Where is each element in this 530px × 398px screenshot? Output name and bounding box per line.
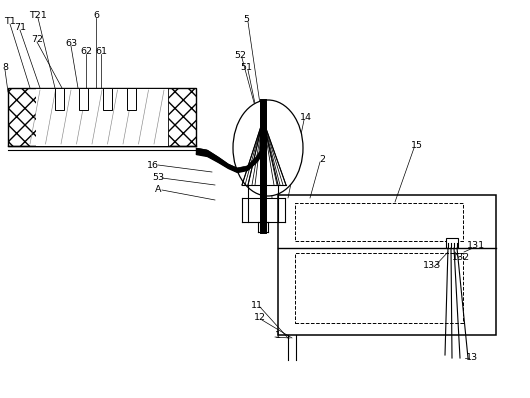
Text: 133: 133	[423, 261, 441, 271]
Text: 61: 61	[95, 47, 107, 57]
Text: 62: 62	[80, 47, 92, 57]
Text: A: A	[155, 185, 161, 195]
Text: 52: 52	[234, 51, 246, 60]
Bar	[103, 88, 112, 110]
Text: 51: 51	[240, 64, 252, 72]
Text: 132: 132	[452, 252, 470, 261]
Bar	[446, 238, 458, 248]
Bar	[36, 88, 168, 146]
Bar	[127, 88, 136, 110]
Text: 141: 141	[259, 156, 277, 164]
Text: 15: 15	[411, 142, 423, 150]
Bar	[8, 88, 36, 146]
Text: 5: 5	[243, 16, 249, 25]
Text: 14: 14	[300, 113, 312, 123]
Text: 12: 12	[254, 314, 266, 322]
Text: 42: 42	[247, 146, 259, 154]
Text: 1: 1	[275, 332, 281, 341]
Text: 71: 71	[14, 23, 26, 33]
Bar	[295, 203, 463, 241]
Text: 131: 131	[467, 242, 485, 250]
Text: 72: 72	[31, 35, 43, 45]
Bar	[168, 88, 196, 146]
Text: T1: T1	[4, 18, 16, 27]
Bar	[79, 88, 88, 110]
Text: 53: 53	[152, 174, 164, 183]
Text: 8: 8	[2, 64, 8, 72]
Text: T21: T21	[29, 12, 47, 21]
Text: 6: 6	[93, 12, 99, 21]
Ellipse shape	[233, 100, 303, 196]
Text: 11: 11	[251, 300, 263, 310]
Bar	[295, 253, 463, 323]
Text: 13: 13	[466, 353, 478, 363]
Text: 63: 63	[65, 39, 77, 49]
Bar	[55, 88, 64, 110]
Text: 2: 2	[319, 156, 325, 164]
Bar	[278, 195, 496, 335]
Bar	[8, 88, 196, 146]
Text: 16: 16	[147, 160, 159, 170]
